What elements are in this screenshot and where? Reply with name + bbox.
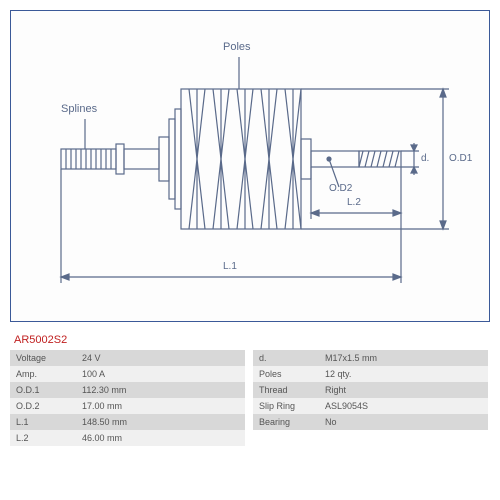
spec-label: Amp. — [10, 366, 76, 382]
label-splines: Splines — [61, 103, 97, 115]
spec-value: 148.50 mm — [76, 414, 245, 430]
spec-value: 100 A — [76, 366, 245, 382]
spec-value: 12 qty. — [319, 366, 488, 382]
spec-row: L.246.00 mm — [10, 430, 245, 446]
spec-value: ASL9054S — [319, 398, 488, 414]
rotor-drawing — [11, 11, 489, 321]
spec-row: BearingNo — [253, 414, 488, 430]
spec-label: Voltage — [10, 350, 76, 366]
spec-row: Amp.100 A — [10, 366, 245, 382]
spec-value: 112.30 mm — [76, 382, 245, 398]
spec-label: L.2 — [10, 430, 76, 446]
spec-value: No — [319, 414, 488, 430]
dim-od2: O.D2 — [329, 183, 352, 194]
spec-row: Voltage24 V — [10, 350, 245, 366]
dim-l2: L.2 — [347, 197, 361, 208]
spec-row: d.M17x1.5 mm — [253, 350, 488, 366]
spec-label: Bearing — [253, 414, 319, 430]
spec-value: M17x1.5 mm — [319, 350, 488, 366]
spec-label: Poles — [253, 366, 319, 382]
label-poles: Poles — [223, 41, 251, 53]
spec-value: 17.00 mm — [76, 398, 245, 414]
spec-label: d. — [253, 350, 319, 366]
spec-row: L.1148.50 mm — [10, 414, 245, 430]
spec-value: 24 V — [76, 350, 245, 366]
spec-label: Thread — [253, 382, 319, 398]
dim-od1: O.D1 — [449, 153, 472, 164]
spec-label: Slip Ring — [253, 398, 319, 414]
spec-row: O.D.1112.30 mm — [10, 382, 245, 398]
spec-row: O.D.217.00 mm — [10, 398, 245, 414]
spec-label: O.D.1 — [10, 382, 76, 398]
spec-value: Right — [319, 382, 488, 398]
spec-row: Slip RingASL9054S — [253, 398, 488, 414]
dim-l1: L.1 — [223, 261, 237, 272]
spec-row: ThreadRight — [253, 382, 488, 398]
spec-label: L.1 — [10, 414, 76, 430]
spec-table: Voltage24 VAmp.100 AO.D.1112.30 mmO.D.21… — [10, 350, 488, 446]
spec-col-left: Voltage24 VAmp.100 AO.D.1112.30 mmO.D.21… — [10, 350, 245, 446]
spec-label: O.D.2 — [10, 398, 76, 414]
spec-col-right: d.M17x1.5 mmPoles12 qty.ThreadRightSlip … — [253, 350, 488, 446]
spec-value: 46.00 mm — [76, 430, 245, 446]
dim-d: d. — [421, 153, 429, 164]
part-code: AR5002S2 — [14, 334, 490, 346]
technical-diagram: Poles Splines O.D1 d. O.D2 L.2 L.1 — [10, 10, 490, 322]
spec-row: Poles12 qty. — [253, 366, 488, 382]
